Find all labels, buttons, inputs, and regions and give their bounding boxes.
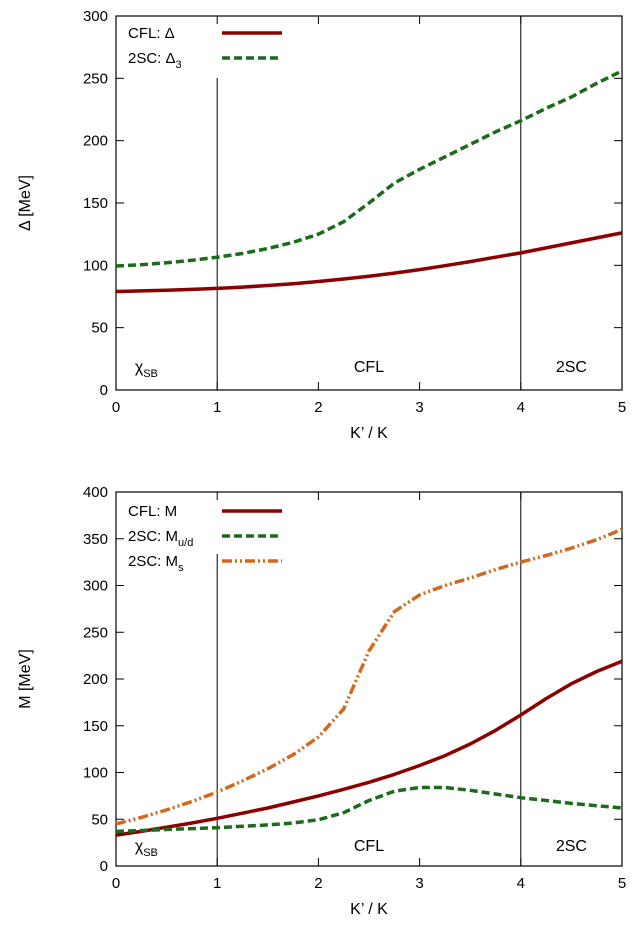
series-line-3 [115,527,623,826]
x-axis-title: K’ / K [350,901,388,918]
legend-label-sub: 3 [176,59,182,71]
legend-label-main: 2SC: Δ [128,50,176,67]
y-tick-label: 0 [100,382,108,399]
series-line-2 [115,785,623,834]
y-tick-label: 200 [83,133,108,150]
y-tick-label: 250 [83,624,108,641]
y-axis-title: Δ [MeV] [17,175,34,231]
y-tick-label: 100 [83,765,108,782]
y-tick-label: 350 [83,531,108,548]
region-label-sub: SB [143,368,158,380]
region-label-main: χ [135,359,144,376]
x-tick-label: 5 [618,399,626,416]
chart-panel-2: 0 50 100 150 200 250 300 350 400 0 1 2 3 4 5 K’ / K M [M… [17,484,626,918]
y-tick-label: 150 [83,195,108,212]
region-label: χSB [135,838,158,859]
region-label-main: CFL [354,838,384,855]
region-label-main: 2SC [556,359,587,376]
legend-label: CFL: Δ [128,25,175,42]
legend-label-main: CFL: M [128,503,177,520]
x-tick-label: 1 [213,399,221,416]
x-tick-label: 0 [112,399,120,416]
y-tick-label: 50 [91,811,108,828]
region-label-main: χ [135,838,144,855]
x-tick-label: 5 [618,875,626,892]
x-tick-label: 0 [112,875,120,892]
y-tick-label: 150 [83,718,108,735]
y-tick-label: 250 [83,70,108,87]
y-tick-label: 200 [83,671,108,688]
legend-label-main: CFL: Δ [128,25,175,42]
legend-label: 2SC: Δ3 [128,50,182,71]
legend-label: 2SC: Mu/d [128,528,193,549]
region-label-sub: SB [143,847,158,859]
x-tick-label: 3 [415,875,423,892]
region-label: χSB [135,359,158,380]
y-tick-label: 300 [83,8,108,25]
series-line-1 [115,231,623,294]
y-tick-label: 300 [83,578,108,595]
y-tick-label: 100 [83,257,108,274]
region-label-main: 2SC [556,838,587,855]
x-tick-label: 3 [415,399,423,416]
y-tick-label: 0 [100,858,108,875]
x-axis-title: K’ / K [350,425,388,442]
region-label: CFL [354,359,384,376]
legend-label-main: 2SC: M [128,553,178,570]
region-label: 2SC [556,359,587,376]
x-tick-label: 2 [314,399,322,416]
y-axis-title: M [MeV] [17,649,34,709]
series-line-2 [115,69,623,268]
x-tick-label: 2 [314,875,322,892]
legend-label-sub: u/d [178,537,193,549]
series-line-1 [115,659,623,837]
region-label: CFL [354,838,384,855]
y-tick-label: 400 [83,484,108,501]
legend-label: CFL: M [128,503,177,520]
legend-label: 2SC: Ms [128,553,184,574]
y-tick-label: 50 [91,320,108,337]
region-label: 2SC [556,838,587,855]
legend-label-sub: s [178,562,184,574]
region-label-main: CFL [354,359,384,376]
x-tick-label: 4 [517,875,525,892]
legend-label-main: 2SC: M [128,528,178,545]
x-tick-label: 4 [517,399,525,416]
x-tick-label: 1 [213,875,221,892]
chart-panel-1: 0 50 100 150 200 250 300 0 1 2 3 4 5 K’ / K Δ [MeV] χSB… [17,8,626,442]
